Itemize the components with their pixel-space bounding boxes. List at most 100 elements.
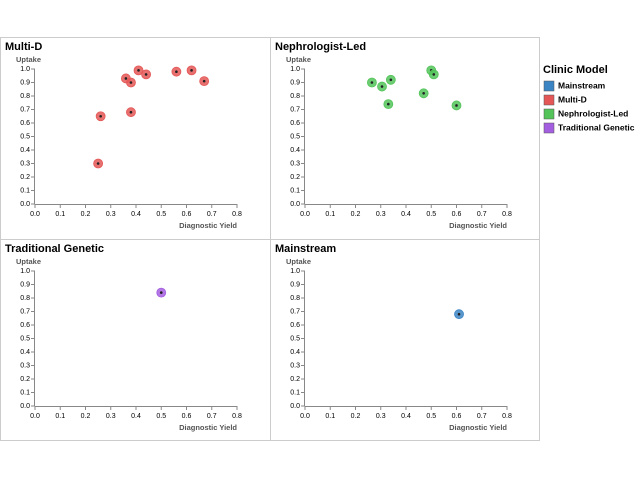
y-tick-label: 0.9 <box>20 281 30 288</box>
x-tick-label: 0.5 <box>156 211 166 218</box>
y-axis-title: Uptake <box>286 257 311 266</box>
x-tick-label: 0.0 <box>30 211 40 218</box>
x-tick-label: 0.2 <box>351 211 361 218</box>
point-center <box>99 114 102 118</box>
y-tick-label: 0.5 <box>20 335 30 342</box>
y-tick-label: 0.0 <box>290 201 300 208</box>
y-tick-label: 0.5 <box>20 133 30 140</box>
x-tick-label: 0.8 <box>502 211 512 218</box>
x-tick-label: 0.2 <box>81 211 91 218</box>
y-tick-label: 0.6 <box>290 120 300 127</box>
point-center <box>370 81 374 84</box>
y-tick-label: 0.6 <box>290 322 300 329</box>
x-tick-label: 0.3 <box>106 413 116 420</box>
y-tick-label: 0.8 <box>20 93 30 100</box>
x-tick-label: 0.0 <box>300 413 310 420</box>
y-tick-label: 1.0 <box>20 66 30 73</box>
y-axis-title: Uptake <box>16 55 41 64</box>
facet-title: Multi-D <box>5 41 42 53</box>
legend-swatch <box>543 108 555 120</box>
y-tick-label: 0.7 <box>20 308 30 315</box>
point-center <box>144 73 148 76</box>
x-tick-label: 0.5 <box>156 413 166 420</box>
point-center <box>190 69 193 72</box>
x-tick-label: 0.4 <box>401 211 411 218</box>
y-tick-label: 0.3 <box>20 160 30 167</box>
x-tick-label: 0.5 <box>426 413 436 420</box>
y-tick-label: 0.5 <box>290 133 300 140</box>
x-tick-label: 0.7 <box>207 211 217 218</box>
point-center <box>389 78 393 82</box>
point-center <box>159 291 163 294</box>
y-tick-label: 0.3 <box>20 362 30 369</box>
x-tick-label: 0.8 <box>232 413 242 420</box>
legend-label: Mainstream <box>558 80 606 90</box>
y-tick-label: 0.4 <box>290 349 300 356</box>
x-tick-label: 0.1 <box>55 413 65 420</box>
y-tick-label: 0.7 <box>290 106 300 113</box>
x-tick-label: 0.4 <box>401 413 411 420</box>
x-tick-label: 0.8 <box>502 413 512 420</box>
x-tick-label: 0.0 <box>30 413 40 420</box>
x-tick-label: 0.2 <box>351 413 361 420</box>
y-tick-label: 1.0 <box>20 268 30 275</box>
point-center <box>175 70 178 73</box>
y-tick-label: 0.6 <box>20 120 30 127</box>
point-center <box>202 79 206 83</box>
y-tick-label: 0.1 <box>290 187 300 194</box>
x-tick-label: 0.3 <box>376 413 386 420</box>
y-tick-label: 0.4 <box>20 147 30 154</box>
x-axis-title: Diagnostic Yield <box>179 221 237 230</box>
x-tick-label: 0.4 <box>131 413 141 420</box>
point-center <box>124 77 128 80</box>
legend-label: Nephrologist-Led <box>558 108 628 118</box>
y-axis-title: Uptake <box>16 257 41 266</box>
point-center <box>137 69 140 72</box>
x-axis-title: Diagnostic Yield <box>449 423 507 432</box>
y-tick-label: 0.2 <box>20 174 30 181</box>
y-tick-label: 1.0 <box>290 268 300 275</box>
x-tick-label: 0.7 <box>477 211 487 218</box>
y-tick-label: 0.7 <box>20 106 30 113</box>
x-tick-label: 0.7 <box>207 413 217 420</box>
y-tick-label: 0.9 <box>20 79 30 86</box>
y-tick-label: 0.0 <box>20 201 30 208</box>
x-tick-label: 0.8 <box>232 211 242 218</box>
point-center <box>387 102 390 106</box>
x-tick-label: 0.5 <box>426 211 436 218</box>
y-tick-label: 1.0 <box>290 66 300 73</box>
legend-title: Clinic Model <box>543 64 608 76</box>
facet-title: Mainstream <box>275 243 336 255</box>
y-tick-label: 0.8 <box>290 93 300 100</box>
point-center <box>457 312 461 316</box>
y-tick-label: 0.0 <box>290 403 300 410</box>
x-tick-label: 0.1 <box>325 413 335 420</box>
point-center <box>96 162 100 165</box>
x-tick-label: 0.4 <box>131 211 141 218</box>
x-tick-label: 0.1 <box>325 211 335 218</box>
facet-title: Nephrologist-Led <box>275 41 366 53</box>
x-tick-label: 0.7 <box>477 413 487 420</box>
point-center <box>129 110 133 114</box>
y-tick-label: 0.2 <box>20 376 30 383</box>
y-tick-label: 0.8 <box>290 295 300 302</box>
y-tick-label: 0.4 <box>290 147 300 154</box>
point-center <box>455 104 458 107</box>
legend-swatch <box>543 80 555 92</box>
y-tick-label: 0.9 <box>290 281 300 288</box>
legend-swatch <box>543 122 555 134</box>
y-tick-label: 0.2 <box>290 376 300 383</box>
point-center <box>129 81 133 84</box>
y-axis-title: Uptake <box>286 55 311 64</box>
x-tick-label: 0.3 <box>376 211 386 218</box>
x-tick-label: 0.0 <box>300 211 310 218</box>
x-axis-title: Diagnostic Yield <box>179 423 237 432</box>
y-tick-label: 0.5 <box>290 335 300 342</box>
y-tick-label: 0.0 <box>20 403 30 410</box>
y-tick-label: 0.1 <box>20 389 30 396</box>
y-tick-label: 0.2 <box>290 174 300 181</box>
legend-label: Multi-D <box>558 94 587 104</box>
x-tick-label: 0.6 <box>452 413 462 420</box>
y-tick-label: 0.1 <box>290 389 300 396</box>
